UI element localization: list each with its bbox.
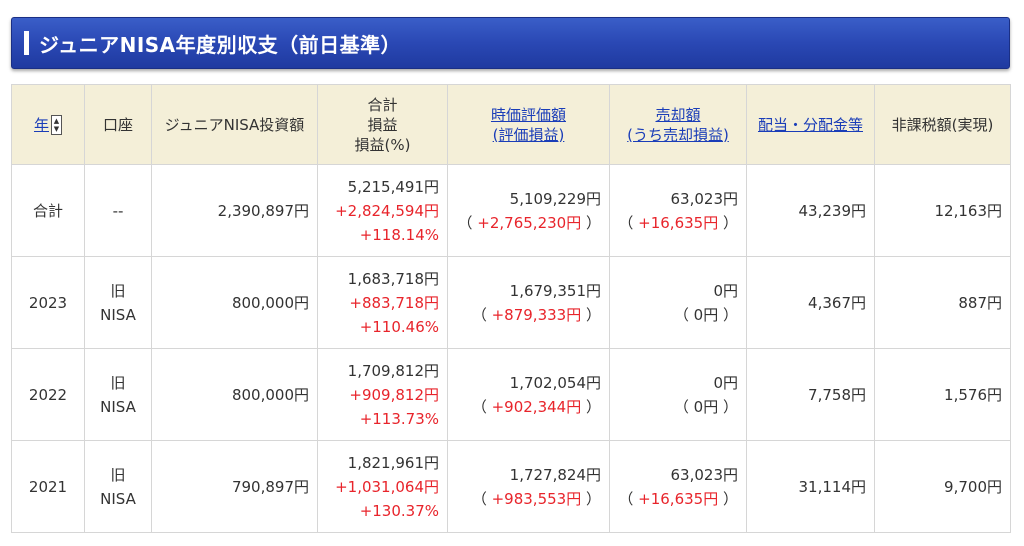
total-profit-pct: +110.46% — [359, 317, 439, 336]
valuation-profit: （ +902,344円 ） — [471, 397, 601, 416]
col-dividend: 配当・分配金等 — [746, 84, 875, 165]
sale-value: 63,023円 — [670, 465, 739, 484]
cell-taxfree: 9,700円 — [874, 440, 1011, 533]
header-accent-bar — [24, 31, 29, 55]
cell-dividend: 31,114円 — [746, 440, 875, 533]
col-account: 口座 — [84, 84, 152, 165]
col-valuation: 時価評価額 (評価損益) — [447, 84, 610, 165]
valuation-sort-link[interactable]: 時価評価額 (評価損益) — [490, 105, 566, 144]
valuation-profit: （ +879,333円 ） — [471, 305, 601, 324]
cell-total: 1,821,961円 +1,031,064円 +130.37% — [317, 440, 448, 533]
cell-valuation: 1,727,824円 （ +983,553円 ） — [447, 440, 610, 533]
cell-taxfree: 12,163円 — [874, 164, 1011, 257]
cell-dividend: 7,758円 — [746, 348, 875, 441]
col-taxfree: 非課税額(実現) — [874, 84, 1011, 165]
cell-total: 5,215,491円 +2,824,594円 +118.14% — [317, 164, 448, 257]
cell-invest: 800,000円 — [151, 348, 318, 441]
dividend-sort-link[interactable]: 配当・分配金等 — [757, 115, 863, 134]
cell-year: 2021 — [11, 440, 85, 533]
col-year: 年 ▲ ▼ — [11, 84, 85, 165]
sale-sort-link[interactable]: 売却額 (うち売却損益) — [627, 105, 729, 144]
table-row: 2021 旧NISA 790,897円 1,821,961円 +1,031,06… — [11, 440, 1011, 533]
valuation-value: 1,679,351円 — [509, 281, 601, 300]
year-sort-link[interactable]: 年 — [33, 115, 49, 134]
cell-valuation: 5,109,229円 （ +2,765,230円 ） — [447, 164, 610, 257]
valuation-profit: （ +2,765,230円 ） — [457, 213, 601, 232]
cell-account: 旧NISA — [84, 348, 152, 441]
sale-value: 0円 — [713, 281, 738, 300]
cell-sale: 63,023円 （ +16,635円 ） — [609, 164, 747, 257]
cell-taxfree: 1,576円 — [874, 348, 1011, 441]
cell-year: 2023 — [11, 256, 85, 349]
cell-sale: 0円 （ 0円 ） — [609, 348, 747, 441]
total-value: 1,683,718円 — [347, 269, 439, 288]
cell-total: 1,683,718円 +883,718円 +110.46% — [317, 256, 448, 349]
col-sale: 売却額 (うち売却損益) — [609, 84, 747, 165]
total-profit-pct: +118.14% — [359, 225, 439, 244]
cell-year: 合計 — [11, 164, 85, 257]
total-profit: +909,812円 — [349, 385, 439, 404]
cell-sale: 63,023円 （ +16,635円 ） — [609, 440, 747, 533]
valuation-value: 5,109,229円 — [509, 189, 601, 208]
section-header: ジュニアNISA年度別収支（前日基準） — [11, 17, 1010, 69]
col-total: 合計 損益 損益(%) — [317, 84, 448, 165]
total-profit: +1,031,064円 — [335, 477, 439, 496]
sale-profit: （ 0円 ） — [673, 397, 738, 416]
table-row: 合計 -- 2,390,897円 5,215,491円 +2,824,594円 … — [11, 164, 1011, 257]
cell-account: 旧NISA — [84, 256, 152, 349]
cell-invest: 800,000円 — [151, 256, 318, 349]
total-profit-pct: +130.37% — [359, 501, 439, 520]
cell-dividend: 4,367円 — [746, 256, 875, 349]
col-invest: ジュニアNISA投資額 — [151, 84, 318, 165]
total-value: 1,821,961円 — [347, 453, 439, 472]
cell-account: 旧NISA — [84, 440, 152, 533]
sort-updown-icon[interactable]: ▲ ▼ — [51, 114, 62, 135]
sale-profit: （ +16,635円 ） — [618, 213, 738, 232]
cell-invest: 790,897円 — [151, 440, 318, 533]
cell-valuation: 1,702,054円 （ +902,344円 ） — [447, 348, 610, 441]
sale-profit: （ +16,635円 ） — [618, 489, 738, 508]
table-row: 2023 旧NISA 800,000円 1,683,718円 +883,718円… — [11, 256, 1011, 349]
valuation-profit: （ +983,553円 ） — [471, 489, 601, 508]
cell-taxfree: 887円 — [874, 256, 1011, 349]
total-profit: +883,718円 — [349, 293, 439, 312]
cell-sale: 0円 （ 0円 ） — [609, 256, 747, 349]
valuation-value: 1,702,054円 — [509, 373, 601, 392]
cell-account: -- — [84, 164, 152, 257]
cell-year: 2022 — [11, 348, 85, 441]
cell-invest: 2,390,897円 — [151, 164, 318, 257]
total-value: 5,215,491円 — [347, 177, 439, 196]
sale-value: 0円 — [713, 373, 738, 392]
annual-balance-table: 年 ▲ ▼ 口座 ジュニアNISA投資額 合計 損益 損益(%) 時価評価額 (評… — [11, 84, 1011, 533]
valuation-value: 1,727,824円 — [509, 465, 601, 484]
cell-total: 1,709,812円 +909,812円 +113.73% — [317, 348, 448, 441]
total-profit: +2,824,594円 — [335, 201, 439, 220]
table-row: 2022 旧NISA 800,000円 1,709,812円 +909,812円… — [11, 348, 1011, 441]
sale-profit: （ 0円 ） — [673, 305, 738, 324]
total-value: 1,709,812円 — [347, 361, 439, 380]
table-header-row: 年 ▲ ▼ 口座 ジュニアNISA投資額 合計 損益 損益(%) 時価評価額 (評… — [11, 84, 1011, 165]
cell-dividend: 43,239円 — [746, 164, 875, 257]
total-profit-pct: +113.73% — [359, 409, 439, 428]
cell-valuation: 1,679,351円 （ +879,333円 ） — [447, 256, 610, 349]
sale-value: 63,023円 — [670, 189, 739, 208]
section-title: ジュニアNISA年度別収支（前日基準） — [39, 32, 402, 57]
